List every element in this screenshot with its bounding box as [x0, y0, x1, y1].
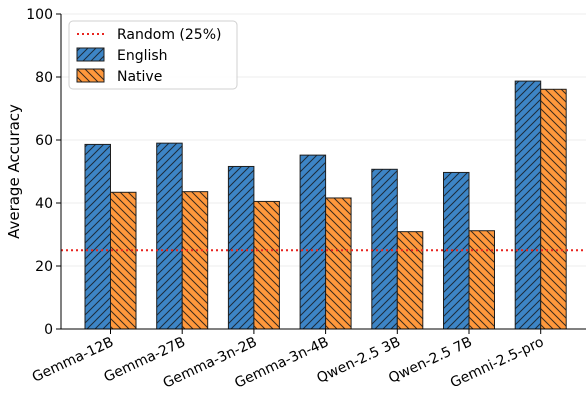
- bar-english-0: [84, 143, 111, 330]
- axes: [56, 13, 586, 334]
- x-category-label: Gemma-12B: [30, 334, 116, 386]
- legend-swatch-english: [76, 47, 105, 62]
- legend-box: [68, 20, 238, 90]
- legend-label-random: Random (25%): [117, 27, 221, 43]
- legend-label-english: English: [117, 48, 168, 64]
- legend-label-native: Native: [117, 69, 162, 85]
- legend-swatch-native: [76, 68, 105, 83]
- legend: Random (25%) English Native: [68, 20, 238, 90]
- bar-english-2: [227, 165, 255, 330]
- bar-native-3: [325, 197, 352, 330]
- bar-english-4: [371, 168, 398, 330]
- bar-native-6: [540, 88, 567, 330]
- y-tick-label: 40: [35, 196, 53, 212]
- y-tick-label: 60: [35, 133, 53, 149]
- bar-english-1: [156, 142, 183, 330]
- bar-native-2: [253, 200, 280, 330]
- bar-native-0: [110, 191, 137, 330]
- bar-native-1: [181, 191, 209, 330]
- y-tick-label: 20: [35, 259, 53, 275]
- bars: [84, 80, 567, 330]
- y-tick-label: 100: [26, 7, 53, 23]
- y-axis-title: Average Accuracy: [5, 104, 23, 239]
- y-tick-label: 80: [35, 70, 53, 86]
- y-tick-label: 0: [44, 322, 53, 338]
- bar-native-4: [396, 231, 424, 330]
- bar-english-6: [514, 80, 542, 330]
- bar-english-3: [299, 154, 327, 330]
- bar-native-5: [468, 230, 495, 330]
